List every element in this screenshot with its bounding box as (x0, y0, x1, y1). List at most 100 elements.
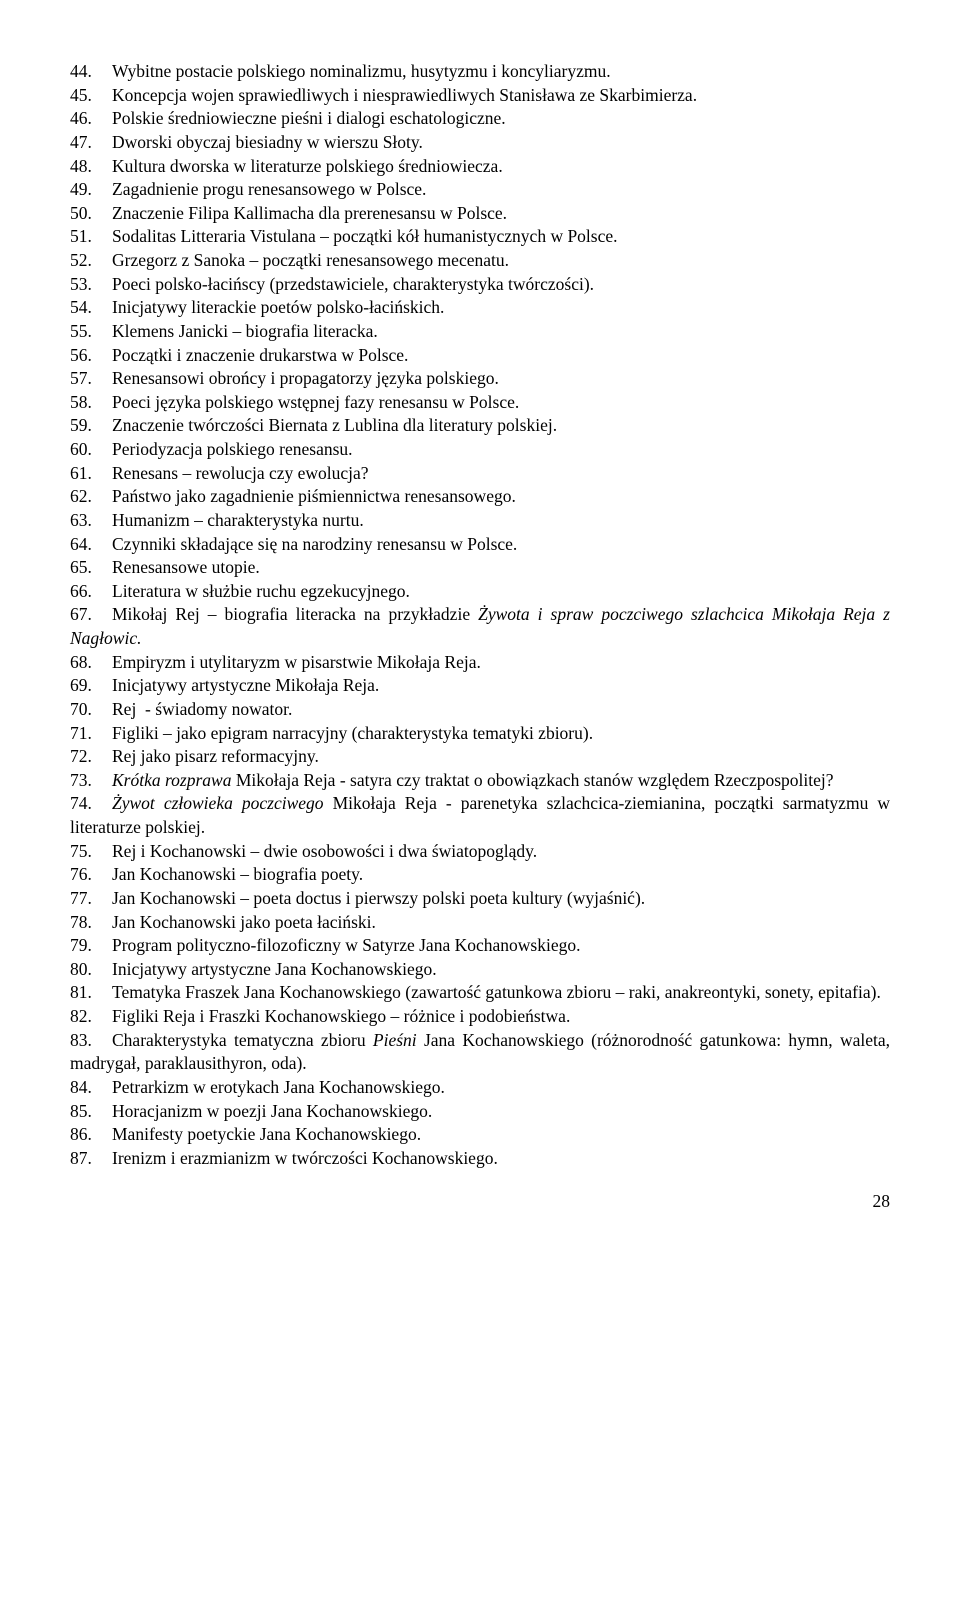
list-item: 52.Grzegorz z Sanoka – początki renesans… (70, 249, 890, 273)
list-item: 45.Koncepcja wojen sprawiedliwych i nies… (70, 84, 890, 108)
list-item: 86.Manifesty poetyckie Jana Kochanowskie… (70, 1123, 890, 1147)
list-item: 67.Mikołaj Rej – biografia literacka na … (70, 603, 890, 650)
item-text: Czynniki składające się na narodziny ren… (112, 534, 517, 554)
item-text: Periodyzacja polskiego renesansu. (112, 439, 353, 459)
list-item: 80.Inicjatywy artystyczne Jana Kochanows… (70, 958, 890, 982)
item-number: 56. (70, 344, 112, 368)
item-number: 73. (70, 769, 112, 793)
item-number: 87. (70, 1147, 112, 1171)
item-number: 79. (70, 934, 112, 958)
item-text: Kultura dworska w literaturze polskiego … (112, 156, 503, 176)
list-item: 64.Czynniki składające się na narodziny … (70, 533, 890, 557)
list-item: 60.Periodyzacja polskiego renesansu. (70, 438, 890, 462)
list-item: 75.Rej i Kochanowski – dwie osobowości i… (70, 840, 890, 864)
item-text: Koncepcja wojen sprawiedliwych i niespra… (112, 85, 697, 105)
item-text: Tematyka Fraszek Jana Kochanowskiego (za… (112, 982, 881, 1002)
list-item: 53.Poeci polsko-łacińscy (przedstawiciel… (70, 273, 890, 297)
list-item: 61.Renesans – rewolucja czy ewolucja? (70, 462, 890, 486)
item-number: 72. (70, 745, 112, 769)
item-text: Irenizm i erazmianizm w twórczości Kocha… (112, 1148, 498, 1168)
item-number: 60. (70, 438, 112, 462)
item-text: Charakterystyka tematyczna zbioru Pieśni… (70, 1030, 890, 1074)
list-item: 83.Charakterystyka tematyczna zbioru Pie… (70, 1029, 890, 1076)
list-item: 57.Renesansowi obrońcy i propagatorzy ję… (70, 367, 890, 391)
item-number: 80. (70, 958, 112, 982)
list-item: 72.Rej jako pisarz reformacyjny. (70, 745, 890, 769)
item-text: Renesansowi obrońcy i propagatorzy język… (112, 368, 499, 388)
item-number: 48. (70, 155, 112, 179)
item-number: 70. (70, 698, 112, 722)
list-item: 54.Inicjatywy literackie poetów polsko-ł… (70, 296, 890, 320)
item-number: 62. (70, 485, 112, 509)
item-number: 68. (70, 651, 112, 675)
item-number: 46. (70, 107, 112, 131)
list-item: 76.Jan Kochanowski – biografia poety. (70, 863, 890, 887)
item-text: Petrarkizm w erotykach Jana Kochanowskie… (112, 1077, 445, 1097)
list-item: 49.Zagadnienie progu renesansowego w Pol… (70, 178, 890, 202)
item-number: 86. (70, 1123, 112, 1147)
item-number: 65. (70, 556, 112, 580)
item-number: 67. (70, 603, 112, 627)
item-number: 45. (70, 84, 112, 108)
item-text: Sodalitas Litteraria Vistulana – początk… (112, 226, 618, 246)
list-item: 79.Program polityczno-filozoficzny w Sat… (70, 934, 890, 958)
item-number: 58. (70, 391, 112, 415)
item-text: Krótka rozprawa Mikołaja Reja - satyra c… (112, 770, 834, 790)
list-item: 44.Wybitne postacie polskiego nominalizm… (70, 60, 890, 84)
item-text: Program polityczno-filozoficzny w Satyrz… (112, 935, 580, 955)
item-text: Inicjatywy literackie poetów polsko-łaci… (112, 297, 444, 317)
item-number: 82. (70, 1005, 112, 1029)
item-text: Wybitne postacie polskiego nominalizmu, … (112, 61, 611, 81)
list-item: 68.Empiryzm i utylitaryzm w pisarstwie M… (70, 651, 890, 675)
item-text: Inicjatywy artystyczne Mikołaja Reja. (112, 675, 379, 695)
item-number: 59. (70, 414, 112, 438)
item-text: Manifesty poetyckie Jana Kochanowskiego. (112, 1124, 421, 1144)
item-number: 61. (70, 462, 112, 486)
list-item: 69.Inicjatywy artystyczne Mikołaja Reja. (70, 674, 890, 698)
item-number: 83. (70, 1029, 112, 1053)
item-text: Figliki – jako epigram narracyjny (chara… (112, 723, 593, 743)
item-text: Znaczenie Filipa Kallimacha dla prerenes… (112, 203, 507, 223)
list-item: 74.Żywot człowieka poczciwego Mikołaja R… (70, 792, 890, 839)
item-number: 53. (70, 273, 112, 297)
list-item: 71.Figliki – jako epigram narracyjny (ch… (70, 722, 890, 746)
item-text: Dworski obyczaj biesiadny w wierszu Słot… (112, 132, 423, 152)
item-text: Państwo jako zagadnienie piśmiennictwa r… (112, 486, 516, 506)
item-text: Początki i znaczenie drukarstwa w Polsce… (112, 345, 408, 365)
item-number: 64. (70, 533, 112, 557)
item-number: 85. (70, 1100, 112, 1124)
page-number: 28 (70, 1190, 890, 1214)
list-item: 73.Krótka rozprawa Mikołaja Reja - satyr… (70, 769, 890, 793)
item-text: Renesansowe utopie. (112, 557, 260, 577)
item-number: 49. (70, 178, 112, 202)
item-number: 52. (70, 249, 112, 273)
item-text: Poeci języka polskiego wstępnej fazy ren… (112, 392, 519, 412)
list-item: 46.Polskie średniowieczne pieśni i dialo… (70, 107, 890, 131)
list-item: 66.Literatura w służbie ruchu egzekucyjn… (70, 580, 890, 604)
item-text: Żywot człowieka poczciwego Mikołaja Reja… (70, 793, 890, 837)
item-text: Inicjatywy artystyczne Jana Kochanowskie… (112, 959, 437, 979)
item-number: 50. (70, 202, 112, 226)
numbered-list: 44.Wybitne postacie polskiego nominalizm… (70, 60, 890, 1170)
item-text: Humanizm – charakterystyka nurtu. (112, 510, 364, 530)
item-text: Rej - świadomy nowator. (112, 699, 292, 719)
list-item: 55.Klemens Janicki – biografia literacka… (70, 320, 890, 344)
list-item: 50.Znaczenie Filipa Kallimacha dla prere… (70, 202, 890, 226)
item-number: 44. (70, 60, 112, 84)
item-number: 57. (70, 367, 112, 391)
list-item: 51.Sodalitas Litteraria Vistulana – pocz… (70, 225, 890, 249)
list-item: 87.Irenizm i erazmianizm w twórczości Ko… (70, 1147, 890, 1171)
item-number: 55. (70, 320, 112, 344)
list-item: 48.Kultura dworska w literaturze polskie… (70, 155, 890, 179)
list-item: 70.Rej - świadomy nowator. (70, 698, 890, 722)
item-text: Znaczenie twórczości Biernata z Lublina … (112, 415, 557, 435)
item-number: 81. (70, 981, 112, 1005)
item-number: 76. (70, 863, 112, 887)
list-item: 77.Jan Kochanowski – poeta doctus i pier… (70, 887, 890, 911)
item-number: 47. (70, 131, 112, 155)
item-text: Klemens Janicki – biografia literacka. (112, 321, 378, 341)
item-number: 51. (70, 225, 112, 249)
list-item: 47.Dworski obyczaj biesiadny w wierszu S… (70, 131, 890, 155)
list-item: 62.Państwo jako zagadnienie piśmiennictw… (70, 485, 890, 509)
item-text: Empiryzm i utylitaryzm w pisarstwie Miko… (112, 652, 481, 672)
